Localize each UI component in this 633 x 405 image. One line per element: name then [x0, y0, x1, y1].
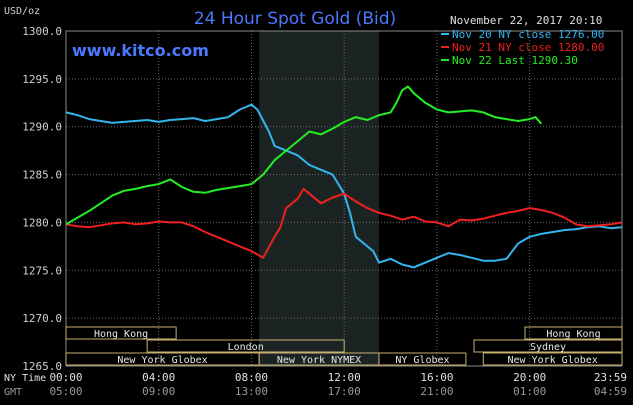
legend-label: Nov 20 NY close 1276.00: [452, 28, 604, 41]
market-session: London: [146, 339, 345, 353]
x-axis-labels: NY Time 00:00 04:00 08:00 12:00 16:00 20:00 23:…: [4, 371, 627, 398]
x-tick-label: 08:00: [235, 371, 268, 384]
x-tick-label: 17:00: [328, 385, 361, 398]
x-axis-row-label: GMT: [4, 387, 22, 398]
market-label: Hong Kong: [94, 329, 148, 340]
y-tick-label: 1295.0: [22, 73, 62, 86]
x-tick-label: 23:59: [594, 371, 627, 384]
y-tick-label: 1270.0: [22, 312, 62, 325]
plot-frame: [65, 30, 623, 367]
x-tick-label: 20:00: [513, 371, 546, 384]
x-tick-label: 01:00: [513, 385, 546, 398]
x-tick-label: 09:00: [142, 385, 175, 398]
series-3: [65, 85, 543, 226]
legend-label: Nov 21 NY close 1280.00: [452, 41, 604, 54]
x-tick-label: 16:00: [420, 371, 453, 384]
y-axis-labels: 1300.0 1295.0 1290.0 1285.0 1280.0 1275.0 1270…: [22, 25, 62, 373]
y-tick-label: 1265.0: [22, 360, 62, 373]
market-box: [482, 352, 623, 366]
market-box: [146, 339, 345, 353]
x-tick-label: 04:59: [594, 385, 627, 398]
y-tick-label: 1285.0: [22, 169, 62, 182]
series-line: [65, 187, 623, 259]
legend-item: Nov 22 Last 1290.30: [441, 54, 578, 67]
market-session: Hong Kong: [65, 326, 177, 340]
market-session: Hong Kong: [524, 326, 623, 340]
legend-item: Nov 21 NY close 1280.00: [441, 41, 604, 54]
timestamp: November 22, 2017 20:10: [450, 14, 602, 27]
series-1: [65, 103, 623, 269]
market-session: NY Globex: [378, 352, 467, 366]
y-tick-label: 1280.0: [22, 216, 62, 229]
y-tick-label: 1290.0: [22, 121, 62, 134]
market-label: New York Globex: [507, 355, 597, 366]
series-line: [65, 85, 543, 226]
market-label: New York NYMEX: [277, 355, 361, 366]
x-axis-row-label: NY Time: [4, 373, 46, 384]
price-series: [65, 85, 623, 269]
x-tick-label: 21:00: [420, 385, 453, 398]
x-tick-label: 13:00: [235, 385, 268, 398]
market-sessions: Hong Kong Hong Kong London Sydney New York G…: [65, 326, 623, 366]
y-tick-label: 1275.0: [22, 264, 62, 277]
market-label: Hong Kong: [546, 329, 600, 340]
market-label: London: [228, 342, 264, 353]
x-tick-label: 12:00: [328, 371, 361, 384]
market-label: New York Globex: [117, 355, 207, 366]
legend-label: Nov 22 Last 1290.30: [452, 54, 578, 67]
market-session: Sydney: [473, 339, 623, 353]
market-box: [473, 339, 623, 353]
units-label: USD/oz: [4, 6, 40, 17]
series-line: [65, 103, 623, 269]
chart-title: 24 Hour Spot Gold (Bid): [194, 9, 396, 29]
market-box: [65, 326, 177, 340]
y-tick-label: 1300.0: [22, 25, 62, 38]
market-box: [378, 352, 467, 366]
x-tick-label: 04:00: [142, 371, 175, 384]
legend-item: Nov 20 NY close 1276.00: [441, 28, 604, 41]
market-box: [524, 326, 623, 340]
x-tick-label: 00:00: [49, 371, 82, 384]
nymex-session-highlight: [259, 31, 379, 366]
kitco-watermark: www.kitco.com: [72, 41, 209, 60]
series-2: [65, 187, 623, 259]
market-session: New York NYMEX: [258, 352, 380, 366]
grid-lines: [65, 30, 623, 367]
market-label: NY Globex: [395, 355, 449, 366]
market-session: New York Globex: [482, 352, 623, 366]
market-label: Sydney: [530, 342, 566, 353]
x-tick-label: 05:00: [49, 385, 82, 398]
